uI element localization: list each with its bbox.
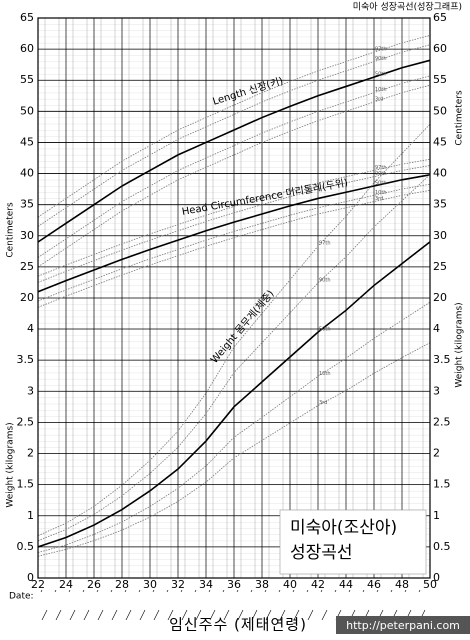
x-axis-label: 임신주수 (제태연령) [169,616,307,634]
percentile-curve [37,174,431,542]
y-tick-label: 45 [20,135,34,148]
percentile-label: 97th [319,241,331,247]
percentile-curve [37,59,431,243]
x-tick-label: 50 [423,578,437,591]
percentile-label: 3rd [375,97,383,103]
y-tick-label: 55 [20,73,34,86]
y-tick-label-right: 3.5 [433,353,451,366]
percentile-curve [37,44,431,227]
percentile-label: 10th [375,190,387,196]
box-line2: 성장곡선 [290,543,353,563]
y-tick-label-right: 35 [433,198,447,211]
page-title: 미숙아 성장곡선(성장그래프) [353,2,462,13]
plot-frame [37,17,431,579]
y-tick-label: 3.5 [17,353,35,366]
y-tick-label: 50 [20,104,34,117]
cm-axis-label: Centimeters [6,202,16,258]
x-tick-label: 38 [255,578,269,591]
percentile-label: 97th [375,165,387,171]
watermark-bg [336,616,470,634]
y-tick-label-right: 60 [433,42,447,55]
percentile-label: 50th [375,72,387,78]
percentile-curve [37,189,431,308]
x-tick-label: 30 [143,578,157,591]
percentile-label: 50th [375,181,387,187]
date-slots [38,590,430,620]
x-tick-label: 32 [171,578,185,591]
y-tick-label: 60 [20,42,34,55]
y-tick-label: 20 [20,291,34,304]
x-tick-label: 40 [283,578,297,591]
percentile-curve [37,165,431,283]
percentile-curve [37,241,431,548]
x-tick-label: 44 [339,578,353,591]
y-tick-label-right: 4 [433,322,440,335]
x-tick-label: 48 [395,578,409,591]
y-tick-label-right: 25 [433,260,447,273]
box-line1: 미숙아(조산아) [290,518,397,538]
y-tick-label: 35 [20,198,34,211]
percentile-label: 10th [375,87,387,93]
y-tick-label: 2.5 [17,415,35,428]
x-tick-label: 36 [227,578,241,591]
y-tick-label-right: 3 [433,384,440,397]
percentile-curve [37,75,431,258]
percentile-curve [37,84,431,268]
y-tick-label: 1 [27,509,34,522]
y-tick-label-right: 1 [433,509,440,522]
percentile-label: 90th [375,171,387,177]
kg-axis-label-right: Weight (kilograms) [455,302,465,387]
legend-box [279,509,427,575]
percentile-curve [37,301,431,553]
y-tick-label: 0.5 [17,540,35,553]
x-tick-label: 24 [59,578,73,591]
y-tick-label-right: 45 [433,135,447,148]
percentile-curve [37,123,431,537]
percentile-label: 90th [319,277,331,283]
y-tick-label: 40 [20,167,34,180]
y-tick-label-right: 20 [433,291,447,304]
kg-axis-label: Weight (kilograms) [6,422,16,507]
cm-axis-label-right: Centimeters [455,90,465,146]
y-tick-label: 65 [20,11,34,24]
y-tick-label: 1.5 [17,478,35,491]
y-tick-label: 3 [27,384,34,397]
y-tick-label-right: 65 [433,11,447,24]
y-tick-label-right: 50 [433,104,447,117]
y-tick-label-right: 2 [433,447,440,460]
y-tick-label-right: 1.5 [433,478,451,491]
percentile-curve [37,35,431,218]
y-tick-label-right: 30 [433,229,447,242]
percentile-label: 97th [375,47,387,53]
y-tick-label: 2 [27,447,34,460]
percentile-curve [37,342,431,557]
x-tick-label: 46 [367,578,381,591]
date-label: Date: [9,592,34,602]
y-tick-label: 0 [27,571,34,584]
y-tick-label: 25 [20,260,34,273]
percentile-curve [37,183,431,302]
x-tick-label: 28 [115,578,129,591]
percentile-curve [37,174,431,293]
x-tick-label: 42 [311,578,325,591]
percentile-label: 10th [319,371,331,377]
x-tick-label: 22 [31,578,45,591]
watermark: http://peterpani.com [346,619,460,632]
percentile-label: 90th [375,56,387,62]
y-tick-label-right: 2.5 [433,415,451,428]
y-tick-label-right: 40 [433,167,447,180]
y-tick-label: 30 [20,229,34,242]
y-tick-label: 4 [27,322,34,335]
percentile-curve [37,158,431,277]
y-tick-label-right: 0.5 [433,540,451,553]
y-tick-label-right: 0 [433,571,440,584]
percentile-label: 50th [319,327,331,333]
x-tick-label: 34 [199,578,213,591]
y-tick-label-right: 55 [433,73,447,86]
percentile-label: 3rd [375,196,383,202]
x-tick-label: 26 [87,578,101,591]
percentile-label: 3rd [319,400,327,406]
